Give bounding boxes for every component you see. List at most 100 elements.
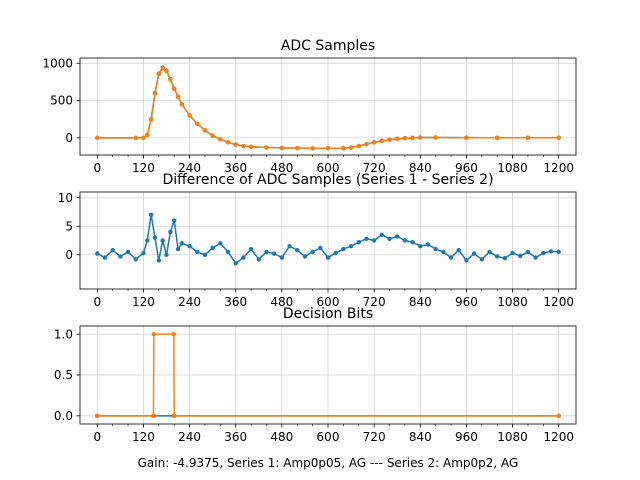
- data-point: [172, 86, 177, 92]
- data-point: [225, 249, 231, 255]
- data-point: [371, 238, 377, 243]
- data-point: [218, 241, 223, 246]
- data-point: [95, 135, 100, 141]
- data-point: [156, 71, 162, 77]
- chart-panel-1: 0 120 240 360 480 600 720 840 960 1080 1200 0 500 100…: [42, 38, 577, 175]
- x-tick-label: 720: [363, 161, 386, 175]
- y-tick-label: 1.0: [54, 327, 73, 341]
- data-point: [95, 251, 100, 256]
- data-point: [533, 255, 538, 260]
- data-point: [525, 249, 531, 255]
- x-tick-label: 480: [270, 430, 293, 444]
- x-tick-label: 600: [317, 295, 340, 309]
- y-tick-label: 0: [65, 131, 73, 145]
- data-point: [402, 136, 408, 141]
- data-point: [202, 128, 208, 133]
- data-point: [164, 69, 169, 74]
- data-point: [233, 142, 238, 147]
- data-point: [387, 137, 392, 143]
- x-tick-label: 240: [178, 161, 201, 175]
- data-point: [456, 248, 461, 253]
- data-point: [471, 251, 477, 256]
- x-tick-label: 120: [132, 430, 155, 444]
- data-point: [145, 132, 150, 138]
- data-point: [302, 254, 308, 259]
- data-point: [179, 102, 185, 107]
- data-point: [341, 246, 346, 252]
- data-point: [441, 249, 446, 255]
- data-point: [241, 143, 246, 149]
- x-tick-label: 1080: [497, 295, 528, 309]
- data-point: [356, 143, 361, 149]
- y-tick-label: 10: [58, 191, 73, 205]
- x-tick-label: 960: [455, 161, 478, 175]
- data-point: [168, 229, 173, 235]
- x-tick-label: 240: [178, 295, 201, 309]
- x-tick-label: 480: [270, 161, 293, 175]
- data-point: [168, 77, 173, 82]
- data-point: [172, 218, 177, 223]
- data-point: [410, 240, 415, 245]
- data-point: [325, 255, 331, 260]
- x-tick-label: 600: [317, 161, 340, 175]
- y-tick-label: 0.5: [54, 368, 73, 382]
- data-point: [171, 331, 177, 337]
- data-point: [175, 94, 181, 100]
- data-point: [160, 66, 165, 71]
- data-point: [125, 249, 131, 255]
- data-point: [387, 236, 392, 241]
- x-tick-label: 0: [93, 295, 101, 309]
- data-point: [402, 238, 408, 243]
- chart-panel-3: 0 120 240 360 480 600 720 840 960 1080 1200 0.0 0.5 1…: [54, 306, 577, 444]
- x-tick-label: 360: [224, 295, 247, 309]
- data-point: [395, 234, 400, 239]
- data-point: [295, 248, 300, 253]
- data-point: [187, 113, 192, 118]
- data-point: [395, 136, 400, 142]
- x-tick-label: 0: [93, 430, 101, 444]
- data-point: [133, 135, 138, 141]
- x-tick-label: 960: [455, 295, 478, 309]
- data-point: [464, 258, 469, 263]
- data-point: [241, 255, 246, 260]
- data-point: [556, 135, 561, 140]
- data-point: [356, 240, 361, 245]
- y-tick-label: 0: [65, 248, 73, 262]
- data-point: [264, 145, 269, 150]
- data-point: [341, 146, 346, 151]
- data-point: [510, 250, 515, 256]
- x-tick-label: 840: [409, 161, 432, 175]
- x-tick-label: 0: [93, 161, 101, 175]
- chart-title: Difference of ADC Samples (Series 1 - Se…: [162, 172, 493, 188]
- y-tick-label: 1000: [42, 56, 73, 70]
- data-point: [225, 140, 231, 145]
- data-point: [151, 413, 156, 419]
- panels: 0 120 240 360 480 600 720 840 960 1080 12000500100…: [42, 38, 577, 444]
- x-tick-label: 1080: [497, 161, 528, 175]
- data-point: [494, 135, 500, 140]
- data-point: [541, 250, 546, 256]
- x-tick-label: 1200: [543, 295, 574, 309]
- data-point: [256, 257, 261, 262]
- data-point: [179, 241, 185, 246]
- data-point: [218, 137, 223, 142]
- x-tick-label: 720: [363, 430, 386, 444]
- data-point: [487, 249, 492, 255]
- x-tick-label: 120: [132, 295, 155, 309]
- data-point: [325, 146, 331, 151]
- data-point: [418, 135, 423, 140]
- x-tick-label: 360: [224, 161, 247, 175]
- x-tick-label: 240: [178, 430, 201, 444]
- data-point: [433, 246, 438, 252]
- x-tick-label: 720: [363, 295, 386, 309]
- data-point: [348, 145, 354, 150]
- x-tick-label: 1200: [543, 161, 574, 175]
- data-point: [156, 258, 162, 263]
- data-point: [141, 135, 146, 141]
- data-point: [556, 413, 561, 419]
- data-point: [172, 413, 177, 419]
- data-point: [556, 249, 561, 255]
- x-tick-label: 840: [409, 295, 432, 309]
- chart-title: Decision Bits: [283, 306, 373, 322]
